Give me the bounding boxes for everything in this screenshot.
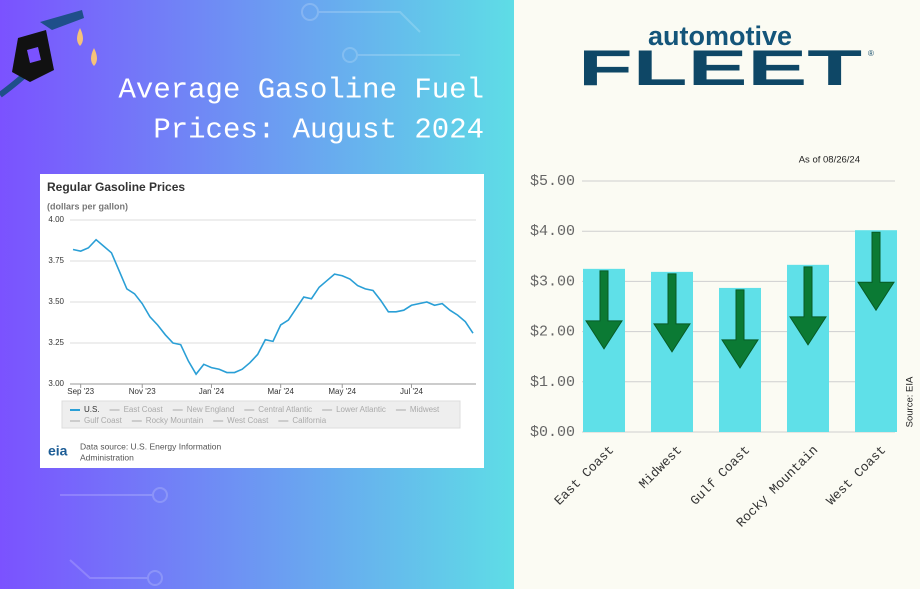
legend-label: Lower Atlantic	[336, 405, 386, 414]
x-tick-label: Nov '23	[129, 387, 156, 396]
down-arrow	[721, 289, 759, 369]
y-tick-label: $1.00	[530, 374, 575, 391]
fuel-nozzle-icon	[0, 10, 97, 98]
legend-label: East Coast	[124, 405, 164, 414]
x-tick-label: May '24	[328, 387, 356, 396]
y-tick-label: 3.75	[48, 256, 64, 265]
down-arrow	[653, 273, 691, 353]
y-tick-label: 3.00	[48, 379, 64, 388]
x-tick-label: Jan '24	[199, 387, 225, 396]
y-tick-label: $4.00	[530, 223, 575, 240]
y-tick-label: 3.25	[48, 338, 64, 347]
y-tick-label: $0.00	[530, 424, 575, 441]
source-logo: eia	[48, 443, 68, 459]
down-arrow	[585, 270, 623, 350]
y-tick-label: $3.00	[530, 273, 575, 290]
legend-label: West Coast	[227, 416, 269, 425]
legend-label: Midwest	[410, 405, 440, 414]
logo-top: automotive	[648, 21, 792, 51]
logo-main: FLEET	[578, 40, 862, 96]
chart-subtitle: (dollars per gallon)	[47, 201, 128, 211]
y-tick-label: $2.00	[530, 324, 575, 341]
down-arrow	[857, 231, 895, 312]
chart-note: As of 08/26/24	[799, 155, 860, 166]
legend-label: New England	[187, 405, 235, 414]
source-text: Administration	[80, 452, 134, 462]
x-tick-label: Jul '24	[400, 387, 423, 396]
legend-box	[61, 400, 461, 429]
legend-label: U.S.	[84, 405, 100, 414]
down-arrow	[789, 266, 827, 346]
y-tick-label: $5.00	[530, 173, 575, 190]
data-line	[72, 238, 474, 376]
y-tick-label: 3.50	[48, 297, 64, 306]
headline-line: Average Gasoline Fuel	[119, 74, 484, 107]
x-tick-label: Sep '23	[67, 387, 94, 396]
chart-title: Regular Gasoline Prices	[47, 180, 185, 194]
x-tick-label: Mar '24	[267, 387, 294, 396]
y-tick-label: 4.00	[48, 215, 64, 224]
source-text: Data source: U.S. Energy Information	[80, 441, 222, 451]
legend-label: California	[292, 416, 326, 425]
circuit-decoration	[60, 3, 460, 586]
chart-source: Source: EIA	[905, 376, 916, 427]
headline-line: Prices: August 2024	[153, 114, 484, 147]
legend-label: Gulf Coast	[84, 416, 123, 425]
logo-mark: ®	[868, 49, 874, 58]
legend-label: Rocky Mountain	[146, 416, 203, 425]
right-background	[514, 0, 920, 589]
legend-label: Central Atlantic	[258, 405, 312, 414]
